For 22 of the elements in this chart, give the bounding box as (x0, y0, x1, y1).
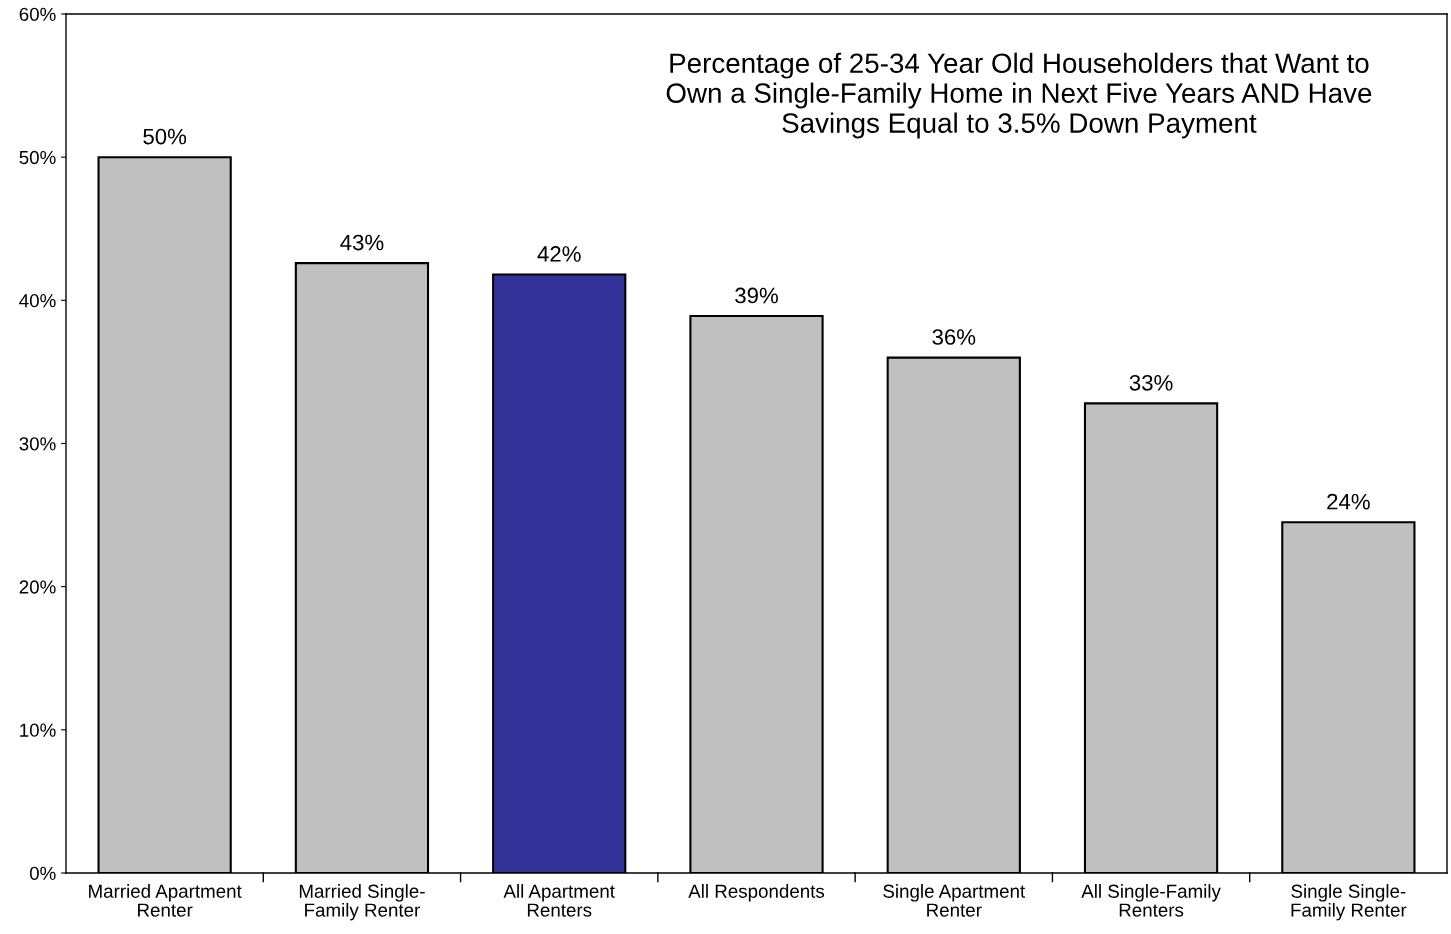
text: Percentage of 25-34 Year Old Householders that Want to Own a Single-Family Home in Next Five Years AND Have Savings Equal to 3.5% Down Payment (666, 52, 1372, 139)
data-label: 39% (735, 287, 778, 304)
x-tick-label: All Single-Family Renters (1081, 884, 1221, 917)
data-label: 42% (537, 246, 581, 262)
y-tick-label: 20% (19, 580, 56, 594)
data-label: 43% (340, 234, 384, 251)
x-tick-label: Married Single- Family Renter (299, 884, 425, 921)
x-tick-label: Single Apartment Renter (883, 884, 1026, 917)
data-label: 24% (1327, 493, 1370, 510)
y-tick-label: 10% (20, 723, 56, 737)
y-tick-label: 60% (19, 7, 56, 21)
x-tick-label: Single Single- Family Renter (1291, 884, 1407, 921)
y-tick-label: 50% (19, 150, 56, 165)
y-tick-label: 40% (19, 294, 56, 308)
x-tick-label: All Apartment Renters (503, 884, 615, 917)
y-tick-label: 0% (29, 866, 56, 880)
data-label: 50% (143, 128, 187, 145)
x-tick-label: All Respondents (688, 884, 825, 902)
data-label: 36% (932, 329, 976, 345)
y-tick-label: 30% (19, 437, 56, 451)
data-label: 33% (1129, 374, 1173, 391)
x-tick-label: Married Apartment Renter (89, 884, 242, 917)
